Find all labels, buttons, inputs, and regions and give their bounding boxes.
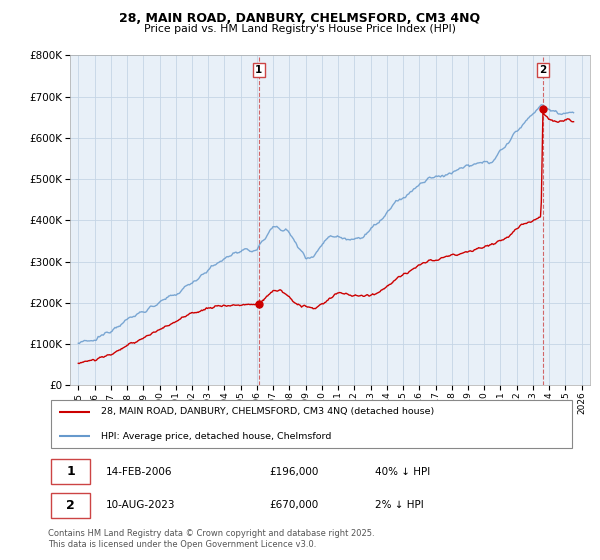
- Text: £196,000: £196,000: [270, 467, 319, 477]
- Text: HPI: Average price, detached house, Chelmsford: HPI: Average price, detached house, Chel…: [101, 432, 331, 441]
- FancyBboxPatch shape: [50, 459, 90, 484]
- Text: 2: 2: [539, 66, 547, 76]
- Text: 2: 2: [67, 499, 75, 512]
- Text: Contains HM Land Registry data © Crown copyright and database right 2025.
This d: Contains HM Land Registry data © Crown c…: [48, 529, 374, 549]
- Text: £670,000: £670,000: [270, 501, 319, 510]
- Text: 28, MAIN ROAD, DANBURY, CHELMSFORD, CM3 4NQ (detached house): 28, MAIN ROAD, DANBURY, CHELMSFORD, CM3 …: [101, 408, 434, 417]
- FancyBboxPatch shape: [50, 400, 572, 448]
- Text: 1: 1: [255, 66, 263, 76]
- Text: 40% ↓ HPI: 40% ↓ HPI: [376, 467, 431, 477]
- Text: 14-FEB-2006: 14-FEB-2006: [106, 467, 173, 477]
- Text: 2% ↓ HPI: 2% ↓ HPI: [376, 501, 424, 510]
- Text: 10-AUG-2023: 10-AUG-2023: [106, 501, 176, 510]
- Text: Price paid vs. HM Land Registry's House Price Index (HPI): Price paid vs. HM Land Registry's House …: [144, 24, 456, 34]
- Text: 28, MAIN ROAD, DANBURY, CHELMSFORD, CM3 4NQ: 28, MAIN ROAD, DANBURY, CHELMSFORD, CM3 …: [119, 12, 481, 25]
- FancyBboxPatch shape: [50, 493, 90, 518]
- Text: 1: 1: [67, 465, 75, 478]
